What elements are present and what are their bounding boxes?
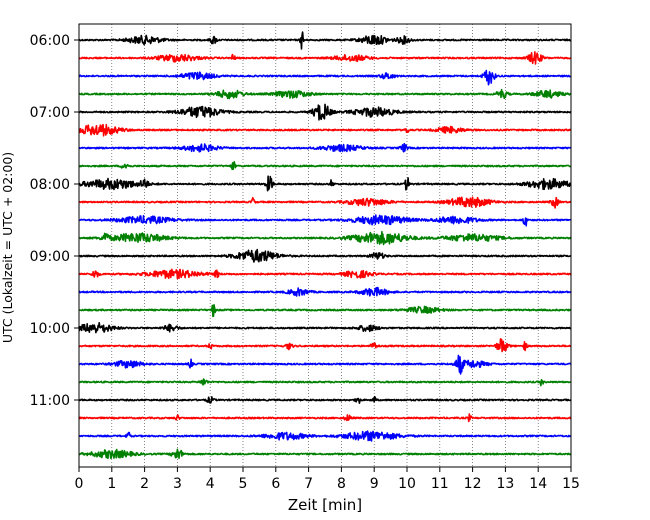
x-tick-label: 9: [370, 476, 379, 492]
x-tick-label: 6: [271, 476, 280, 492]
y-tick-label: 06:00: [30, 33, 70, 49]
trace-line: [78, 175, 572, 192]
y-tick-label: 08:00: [30, 177, 70, 193]
x-tick-label: 7: [304, 476, 313, 492]
x-tick-label: 12: [464, 476, 482, 492]
x-tick-label: 11: [431, 476, 449, 492]
trace-line: [78, 142, 572, 153]
plot-frame: [78, 23, 572, 468]
trace-line: [78, 161, 572, 171]
trace-line: [78, 51, 572, 65]
x-axis-label: Zeit [min]: [288, 496, 362, 514]
x-tick-label: 0: [75, 476, 84, 492]
y-tick-label: 11:00: [30, 393, 70, 409]
vertical-grid: [111, 24, 539, 467]
y-axis-label: UTC (Lokalzeit = UTC + 02:00): [0, 152, 15, 343]
y-tick-label: 09:00: [30, 249, 70, 265]
trace-line: [78, 395, 572, 404]
trace-line: [78, 448, 572, 460]
trace-line: [78, 88, 572, 100]
x-tick-label: 4: [206, 476, 215, 492]
trace-line: [78, 286, 572, 297]
trace-line: [78, 378, 572, 387]
x-tick-label: 1: [107, 476, 116, 492]
trace-line: [78, 354, 572, 375]
x-tick-label: 14: [529, 476, 547, 492]
x-axis-ticks: 0 1 2 3 4 5 6 7 8 9 10 11 12 13 14 15: [75, 467, 580, 492]
trace-line: [78, 196, 572, 209]
x-tick-label: 2: [140, 476, 149, 492]
trace-line: [78, 69, 572, 86]
y-tick-label: 10:00: [30, 321, 70, 337]
y-axis-ticks: 06:00 07:00 08:00 09:00 10:00 11:00: [30, 33, 79, 409]
trace-group: [78, 31, 572, 460]
trace-line: [78, 103, 572, 121]
trace-line: [78, 338, 572, 353]
x-tick-label: 15: [562, 476, 580, 492]
trace-line: [78, 230, 572, 246]
trace-line: [78, 430, 572, 442]
y-tick-label: 07:00: [30, 105, 70, 121]
trace-line: [78, 268, 572, 280]
x-tick-label: 8: [337, 476, 346, 492]
trace-line: [78, 214, 572, 227]
x-tick-label: 3: [173, 476, 182, 492]
trace-line: [78, 304, 572, 318]
x-tick-label: 10: [398, 476, 416, 492]
trace-line: [78, 321, 572, 334]
trace-line: [78, 413, 572, 423]
trace-line: [78, 248, 572, 263]
x-tick-label: 5: [239, 476, 248, 492]
x-tick-label: 13: [496, 476, 514, 492]
trace-line: [78, 123, 572, 137]
trace-line: [78, 31, 572, 50]
